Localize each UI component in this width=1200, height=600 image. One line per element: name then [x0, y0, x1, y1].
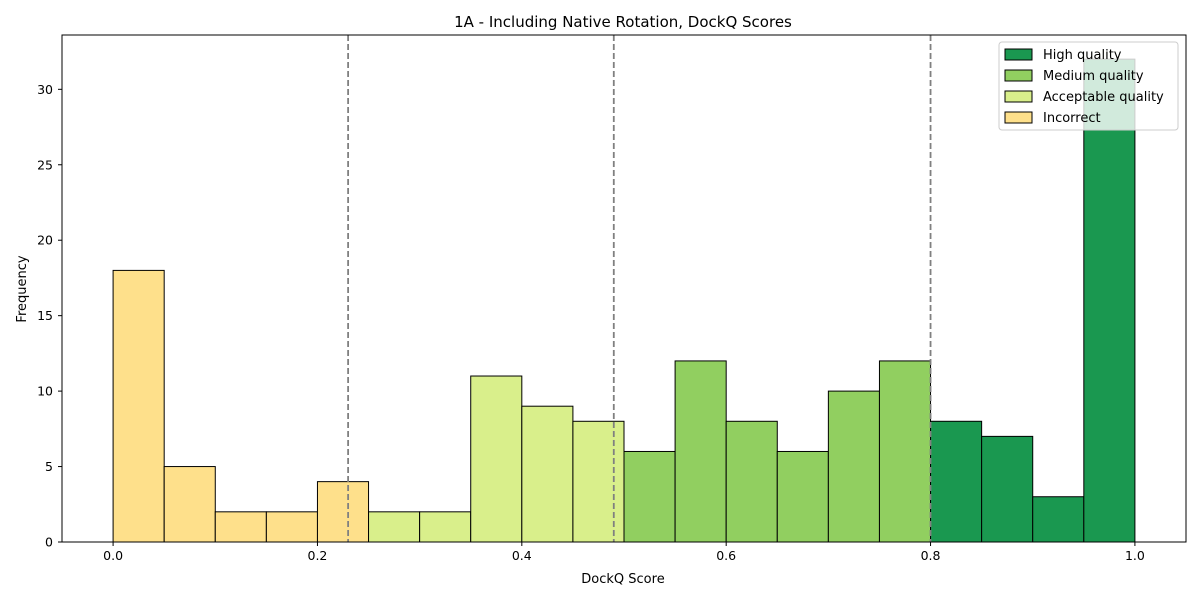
- legend-label-high: High quality: [1043, 48, 1122, 63]
- y-tick-label: 10: [37, 384, 53, 399]
- histogram-bar-3: [265, 511, 318, 543]
- x-tick-label: 0.4: [512, 548, 532, 563]
- x-tick-label: 0.8: [921, 548, 941, 563]
- legend-swatch-high: [1004, 48, 1033, 61]
- histogram-bar-13: [776, 450, 829, 543]
- x-tick-label: 1.0: [1125, 548, 1145, 563]
- chart-title: 1A - Including Native Rotation, DockQ Sc…: [454, 13, 792, 31]
- y-tick-label: 5: [45, 459, 53, 474]
- y-tick-label: 20: [37, 233, 53, 248]
- plot-frame: [61, 34, 1187, 543]
- x-tick-label: 0.0: [103, 548, 123, 563]
- x-tick-label: 0.2: [308, 548, 328, 563]
- legend-swatch-incorrect: [1004, 111, 1033, 124]
- histogram-bar-11: [674, 360, 727, 543]
- histogram-bar-0: [112, 269, 165, 543]
- chart-legend: High quality Medium quality Acceptable qua…: [998, 41, 1179, 131]
- histogram-bar-15: [878, 360, 932, 543]
- histogram-bar-1: [163, 466, 216, 543]
- legend-box: [998, 41, 1179, 131]
- y-axis-label: Frequency: [15, 255, 30, 322]
- histogram-bar-8: [521, 405, 574, 543]
- legend-label-incorrect: Incorrect: [1043, 111, 1101, 126]
- legend-swatch-medium: [1004, 69, 1033, 82]
- histogram-bars: [112, 58, 1136, 543]
- histogram-bar-17: [981, 435, 1034, 543]
- histogram-bar-18: [1032, 496, 1085, 543]
- x-axis-ticks: 0.0 0.2 0.4 0.6 0.8 1.0: [103, 542, 1145, 563]
- legend-label-medium: Medium quality: [1043, 69, 1144, 84]
- histogram-bar-19: [1083, 58, 1136, 543]
- histogram-bar-2: [214, 511, 267, 543]
- histogram-bar-4: [316, 481, 370, 543]
- histogram-bar-5: [368, 511, 421, 543]
- legend-label-acceptable: Acceptable quality: [1043, 90, 1164, 105]
- x-axis-label: DockQ Score: [581, 572, 664, 587]
- histogram-bar-14: [827, 390, 880, 543]
- histogram-bar-6: [419, 511, 472, 543]
- histogram-bar-12: [725, 420, 778, 543]
- y-tick-label: 0: [45, 535, 53, 550]
- legend-swatch-acceptable: [1004, 90, 1033, 103]
- y-axis-ticks: 0 5 10 15 20 25 30: [37, 82, 62, 550]
- threshold-lines: [347, 35, 932, 542]
- histogram-bar-16: [930, 420, 983, 543]
- histogram-bar-10: [623, 450, 676, 543]
- y-tick-label: 15: [37, 308, 53, 323]
- histogram-bar-7: [470, 375, 523, 543]
- x-tick-label: 0.6: [716, 548, 736, 563]
- y-tick-label: 25: [37, 157, 53, 172]
- histogram-bar-9: [572, 420, 625, 543]
- y-tick-label: 30: [37, 82, 53, 97]
